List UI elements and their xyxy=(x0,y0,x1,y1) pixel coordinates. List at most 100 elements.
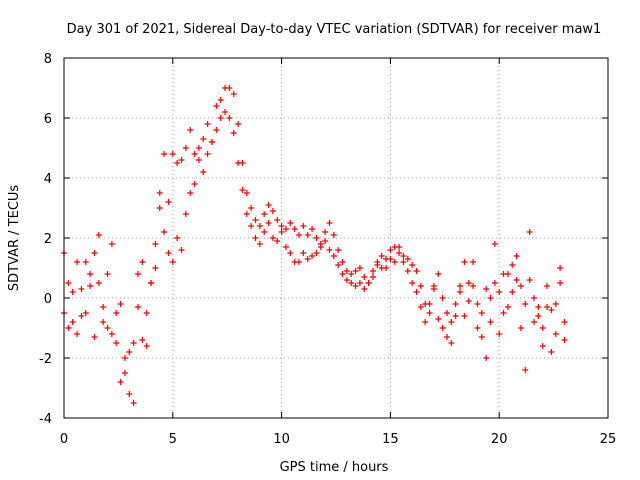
data-point xyxy=(391,259,398,265)
data-point xyxy=(369,274,376,280)
data-point xyxy=(278,223,285,229)
data-point xyxy=(522,301,529,307)
y-tick-label: 4 xyxy=(44,172,52,187)
data-point xyxy=(100,319,107,325)
data-point xyxy=(108,331,115,337)
data-point xyxy=(504,271,511,277)
data-point xyxy=(269,235,276,241)
data-point xyxy=(452,313,459,319)
data-point xyxy=(187,190,194,196)
data-point xyxy=(191,181,198,187)
data-point xyxy=(448,319,455,325)
x-tick-label: 25 xyxy=(600,432,617,447)
data-point xyxy=(335,262,342,268)
data-point xyxy=(274,217,281,223)
data-point xyxy=(248,205,255,211)
data-point xyxy=(448,340,455,346)
data-point xyxy=(291,226,298,232)
data-point xyxy=(491,280,498,286)
data-point xyxy=(161,151,168,157)
data-point xyxy=(465,280,472,286)
data-point xyxy=(130,340,137,346)
data-point xyxy=(65,280,72,286)
data-point xyxy=(387,247,394,253)
data-point xyxy=(269,208,276,214)
data-point xyxy=(195,145,202,151)
data-point xyxy=(531,319,538,325)
data-point xyxy=(300,223,307,229)
data-point xyxy=(239,187,246,193)
data-point xyxy=(208,139,215,145)
data-point xyxy=(443,310,450,316)
data-point xyxy=(422,319,429,325)
data-point xyxy=(104,325,111,331)
data-point xyxy=(474,301,481,307)
data-point xyxy=(378,265,385,271)
data-point xyxy=(126,349,133,355)
data-point xyxy=(108,241,115,247)
data-point xyxy=(134,271,141,277)
data-point xyxy=(87,283,94,289)
data-point xyxy=(69,319,76,325)
data-point xyxy=(143,343,150,349)
data-point xyxy=(261,211,268,217)
data-point xyxy=(465,298,472,304)
data-point xyxy=(348,280,355,286)
data-point xyxy=(404,256,411,262)
series-1 xyxy=(61,85,568,406)
data-point xyxy=(383,256,390,262)
data-point xyxy=(91,250,98,256)
data-point xyxy=(417,304,424,310)
data-point xyxy=(156,205,163,211)
data-point xyxy=(526,229,533,235)
data-point xyxy=(261,229,268,235)
data-point xyxy=(313,235,320,241)
data-point xyxy=(213,127,220,133)
data-point xyxy=(169,151,176,157)
data-point xyxy=(200,169,207,175)
data-point xyxy=(174,160,181,166)
data-point xyxy=(557,280,564,286)
data-point xyxy=(182,211,189,217)
data-point xyxy=(222,109,229,115)
data-point xyxy=(113,310,120,316)
x-tick-label: 15 xyxy=(382,432,399,447)
data-point xyxy=(117,379,124,385)
data-point xyxy=(474,325,481,331)
data-point xyxy=(522,367,529,373)
data-point xyxy=(213,103,220,109)
data-point xyxy=(548,349,555,355)
data-point xyxy=(517,325,524,331)
data-point xyxy=(457,289,464,295)
data-point xyxy=(531,295,538,301)
data-point xyxy=(496,331,503,337)
data-point xyxy=(361,286,368,292)
data-point xyxy=(174,235,181,241)
data-point xyxy=(182,145,189,151)
data-point xyxy=(152,241,159,247)
data-point xyxy=(226,115,233,121)
data-point xyxy=(457,283,464,289)
data-point xyxy=(217,97,224,103)
data-point xyxy=(330,232,337,238)
data-point xyxy=(152,265,159,271)
y-axis-label: SDTVAR / TECUs xyxy=(7,185,22,292)
data-point xyxy=(74,259,81,265)
data-point xyxy=(287,250,294,256)
data-point xyxy=(430,283,437,289)
data-point xyxy=(95,232,102,238)
data-point xyxy=(126,391,133,397)
data-point xyxy=(544,304,551,310)
data-point xyxy=(409,280,416,286)
data-point xyxy=(148,280,155,286)
x-tick-label: 20 xyxy=(491,432,508,447)
data-point xyxy=(204,151,211,157)
data-point xyxy=(117,301,124,307)
data-point xyxy=(130,400,137,406)
data-point xyxy=(178,247,185,253)
data-point xyxy=(243,211,250,217)
data-point xyxy=(413,289,420,295)
data-point xyxy=(361,274,368,280)
data-point xyxy=(265,220,272,226)
data-point xyxy=(435,271,442,277)
